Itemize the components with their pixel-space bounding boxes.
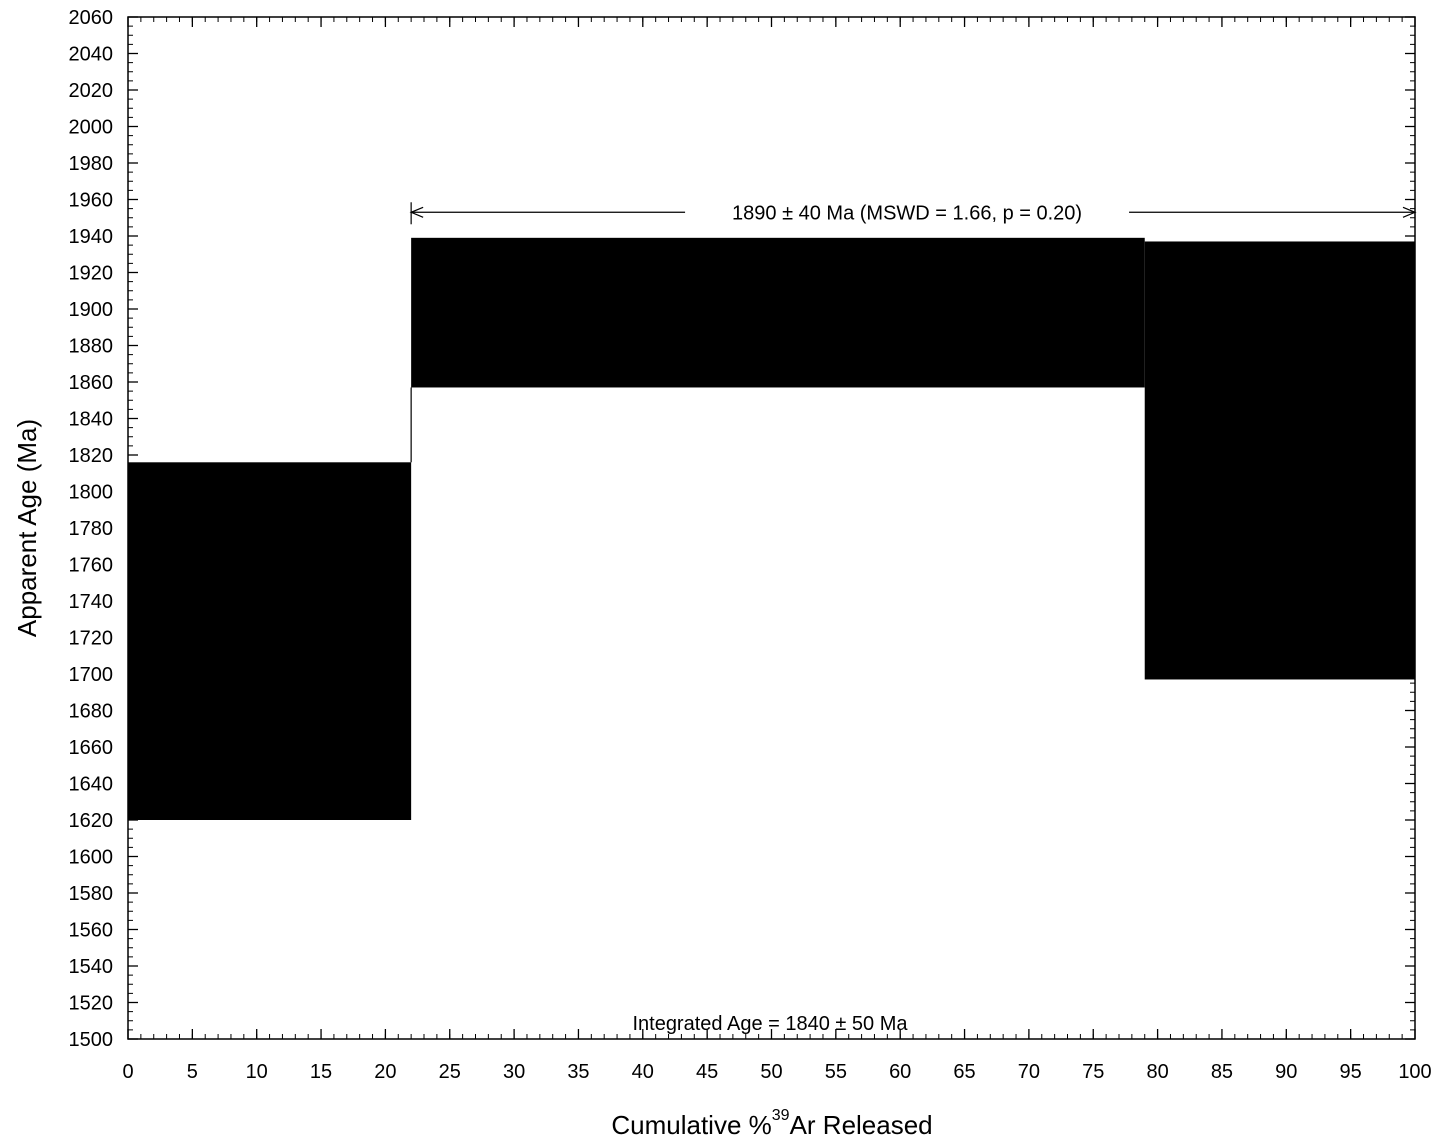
- y-tick-label: 1880: [69, 336, 114, 358]
- y-tick-label: 1960: [69, 190, 114, 212]
- x-tick-label: 85: [1211, 1061, 1233, 1083]
- y-tick-label: 1520: [69, 993, 114, 1015]
- y-tick-label: 2000: [69, 117, 114, 139]
- x-axis-label-superscript: 39: [772, 1107, 790, 1124]
- y-tick-label: 1840: [69, 409, 114, 431]
- x-tick-label: 35: [567, 1061, 589, 1083]
- y-tick-label: 1640: [69, 774, 114, 796]
- integrated-age-label: Integrated Age = 1840 ± 50 Ma: [632, 1013, 908, 1035]
- step-box: [411, 237, 1145, 388]
- x-tick-label: 65: [953, 1061, 975, 1083]
- x-axis-label-suffix: Ar Released: [790, 1110, 933, 1140]
- x-tick-label: 70: [1018, 1061, 1040, 1083]
- x-tick-label: 0: [122, 1061, 133, 1083]
- y-tick-label: 1900: [69, 299, 114, 321]
- y-tick-label: 1820: [69, 445, 114, 467]
- x-tick-label: 10: [246, 1061, 268, 1083]
- y-tick-label: 1580: [69, 883, 114, 905]
- y-tick-label: 1680: [69, 701, 114, 723]
- y-tick-label: 1660: [69, 737, 114, 759]
- y-tick-labels: 1500 1520 1540 1560 1580 1600 1620 1640 1660 1680…: [69, 7, 114, 1051]
- x-axis-label: Cumulative %39Ar Released: [611, 1107, 932, 1140]
- y-tick-label: 1700: [69, 664, 114, 686]
- plateau-label: 1890 ± 40 Ma (MSWD = 1.66, p = 0.20): [732, 202, 1082, 224]
- y-tick-label: 1940: [69, 226, 114, 248]
- x-tick-label: 45: [696, 1061, 718, 1083]
- x-tick-label: 5: [187, 1061, 198, 1083]
- y-tick-label: 1720: [69, 628, 114, 650]
- y-tick-label: 1780: [69, 518, 114, 540]
- x-tick-label: 80: [1146, 1061, 1168, 1083]
- x-tick-label: 20: [374, 1061, 396, 1083]
- plateau-left-arrowhead: [409, 206, 424, 218]
- x-tick-label: 25: [439, 1061, 461, 1083]
- x-tick-label: 95: [1340, 1061, 1362, 1083]
- steps-layer: [128, 237, 1415, 820]
- x-tick-label: 30: [503, 1061, 525, 1083]
- y-tick-label: 2020: [69, 80, 114, 102]
- y-tick-label: 1980: [69, 153, 114, 175]
- y-tick-label: 1500: [69, 1029, 114, 1051]
- y-tick-label: 1860: [69, 372, 114, 394]
- x-tick-label: 50: [760, 1061, 782, 1083]
- plateau-layer: 1890 ± 40 Ma (MSWD = 1.66, p = 0.20): [409, 202, 1417, 225]
- x-tick-label: 40: [632, 1061, 654, 1083]
- y-tick-label: 1540: [69, 956, 114, 978]
- y-tick-label: 1600: [69, 847, 114, 869]
- x-tick-label: 15: [310, 1061, 332, 1083]
- plateau-right-arrowhead: [1402, 206, 1417, 218]
- plot-frame: [127, 16, 1416, 1040]
- x-tick-label: 55: [825, 1061, 847, 1083]
- x-tick-label: 60: [889, 1061, 911, 1083]
- y-tick-label: 1800: [69, 482, 114, 504]
- y-tick-label: 1560: [69, 920, 114, 942]
- step-box: [128, 462, 412, 820]
- y-axis-label: Apparent Age (Ma): [12, 419, 42, 637]
- step-box: [1144, 241, 1415, 680]
- x-tick-labels: 0 5 10 15 20 25 30 35 40 45 50 55 60 65 70 75 80 85 90 95 10…: [122, 1061, 1431, 1083]
- x-tick-label: 75: [1082, 1061, 1104, 1083]
- y-tick-label: 1760: [69, 555, 114, 577]
- y-tick-label: 1620: [69, 810, 114, 832]
- x-axis-label-prefix: Cumulative %: [611, 1110, 771, 1140]
- y-tick-label: 2060: [69, 7, 114, 29]
- x-tick-label: 90: [1275, 1061, 1297, 1083]
- x-tick-label: 100: [1398, 1061, 1431, 1083]
- y-tick-label: 1920: [69, 263, 114, 285]
- y-tick-label: 2040: [69, 44, 114, 66]
- y-tick-label: 1740: [69, 591, 114, 613]
